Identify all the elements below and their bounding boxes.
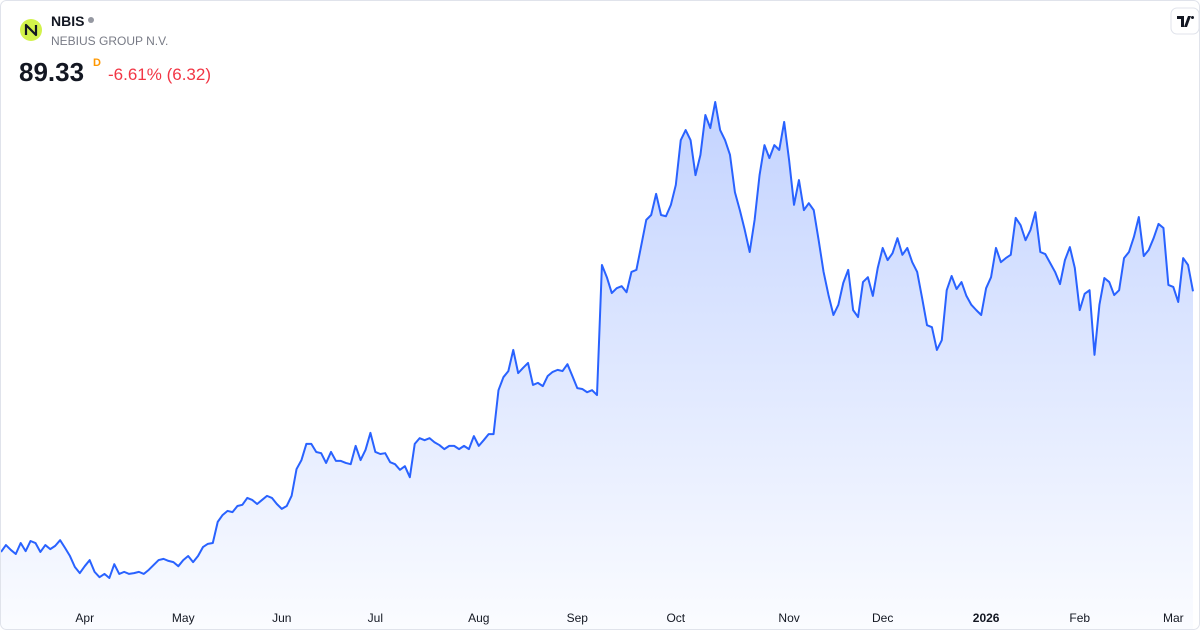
x-tick-label: 2026 xyxy=(973,611,1000,625)
x-tick-label: Jul xyxy=(368,611,383,625)
status-dot xyxy=(88,17,94,23)
tv-logo[interactable] xyxy=(1177,16,1194,27)
x-tick-label: May xyxy=(172,611,195,625)
x-tick-label: Dec xyxy=(872,611,893,625)
change: -6.61% (6.32) xyxy=(108,65,211,84)
tv-logo-box[interactable] xyxy=(1170,7,1200,35)
x-tick-label: Sep xyxy=(567,611,589,625)
plot xyxy=(1,101,1194,629)
x-tick-label: Feb xyxy=(1069,611,1090,625)
company-name: NEBIUS GROUP N.V. xyxy=(51,34,168,48)
x-tick-label: Mar xyxy=(1163,611,1184,625)
x-tick-label: Jun xyxy=(272,611,291,625)
x-tick-label: Apr xyxy=(75,611,94,625)
logo-glyph xyxy=(24,23,38,37)
x-tick-label: Nov xyxy=(778,611,799,625)
price-line xyxy=(1,101,1194,579)
interval: D xyxy=(93,57,101,69)
x-axis: Apr May Jun Jul Aug Sep Oct Nov Dec 2026 Feb Mar xyxy=(75,611,1183,625)
x-tick-label: Aug xyxy=(468,611,489,625)
symbol: NBIS xyxy=(51,13,84,29)
x-tick-label: Oct xyxy=(666,611,685,625)
area-fill xyxy=(1,102,1193,629)
price: 89.33 xyxy=(19,57,84,87)
